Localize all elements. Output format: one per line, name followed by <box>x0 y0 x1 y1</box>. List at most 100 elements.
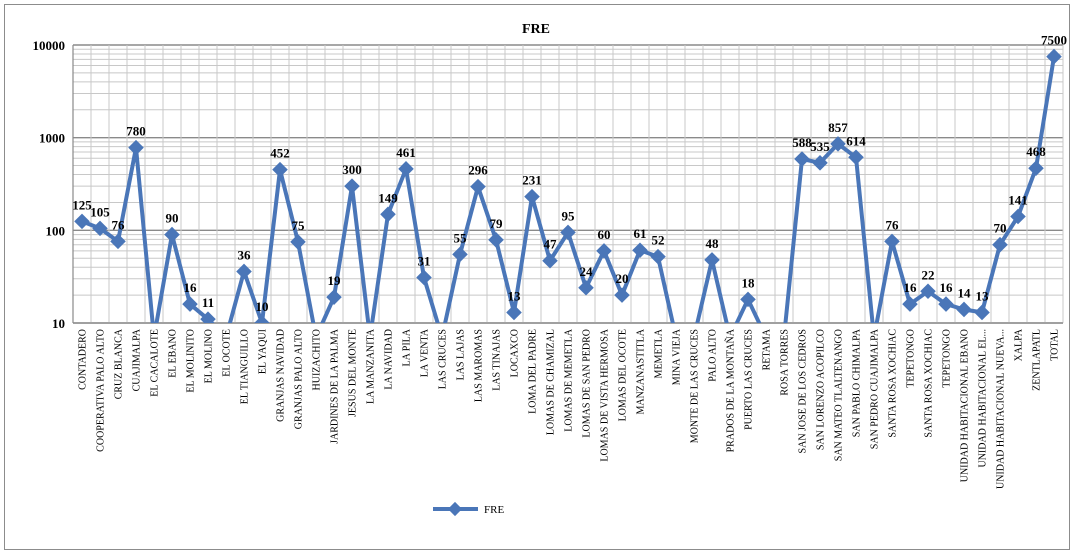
x-tick-label: MANZANASTITLA <box>636 328 647 414</box>
y-tick-label: 1000 <box>39 131 65 146</box>
data-point-marker <box>884 234 900 250</box>
x-tick-label: SAN PEDRO CUAJIMALPA <box>870 328 881 449</box>
legend-diamond-marker <box>448 502 462 516</box>
x-tick-label: LA NAVIDAD <box>384 329 395 390</box>
x-tick-label: EL YAQUI <box>258 329 269 374</box>
x-tick-label: LOMAS DE VISTA HERMOSA <box>600 328 611 461</box>
data-point-marker <box>1028 160 1044 176</box>
x-tick-label: ROSA TORRES <box>780 329 791 396</box>
x-tick-label: GRANJAS NAVIDAD <box>276 329 287 422</box>
data-label: 13 <box>508 288 522 303</box>
data-label: 60 <box>598 227 611 242</box>
data-label: 16 <box>940 280 954 295</box>
data-point-marker <box>380 207 396 223</box>
data-point-marker <box>794 151 810 167</box>
x-tick-label: COOPERATIVA PALO ALTO <box>96 329 107 452</box>
data-point-marker <box>506 305 522 321</box>
data-label: 125 <box>72 197 92 212</box>
data-label: 14 <box>958 285 972 300</box>
line-chart: FRE 10 100 1000 10000 CONTADERO COOPERATIVA … <box>5 5 1071 551</box>
data-point-marker <box>740 292 756 308</box>
data-label: 31 <box>418 253 431 268</box>
x-tick-label: LOCAXCO <box>510 329 521 377</box>
x-tick-label: XALPA <box>1014 328 1025 361</box>
legend-label: FRE <box>484 504 504 516</box>
x-tick-label: LAS LAJAS <box>456 329 467 380</box>
x-tick-label: LAS CRUCES <box>438 329 449 389</box>
data-point-marker <box>470 179 486 195</box>
data-label: 141 <box>1008 193 1028 208</box>
data-point-marker <box>290 234 306 250</box>
x-tick-label: CONTADERO <box>78 329 89 390</box>
chart-frame: FRE 10 100 1000 10000 CONTADERO COOPERATIVA … <box>4 4 1070 550</box>
data-label: 24 <box>580 264 594 279</box>
x-tick-label: EL MOLINO <box>204 329 215 383</box>
data-point-marker <box>254 315 270 331</box>
x-tick-label: LOMAS DEL OCOTE <box>618 329 629 421</box>
data-point-marker <box>596 243 612 259</box>
data-label: 461 <box>396 145 416 160</box>
data-label: 857 <box>828 120 848 135</box>
data-point-marker <box>236 264 252 280</box>
data-label: 614 <box>846 133 866 148</box>
x-tick-label: MEMETLA <box>654 328 665 378</box>
x-tick-label: SAN JOSE DE LOS CEDROS <box>798 329 809 453</box>
x-tick-label: TEPETONGO <box>906 329 917 388</box>
x-tick-label: JESUS DEL MONTE <box>348 329 359 417</box>
data-label: 22 <box>922 267 935 282</box>
x-tick-label: ZENTLAPATL <box>1032 329 1043 391</box>
data-label: 48 <box>706 236 720 251</box>
data-point-marker <box>578 280 594 296</box>
x-tick-label: UNIDAD HABITACIONAL EL... <box>978 329 989 468</box>
data-point-marker <box>1046 49 1062 65</box>
data-point-marker <box>956 302 972 318</box>
data-point-marker <box>452 247 468 263</box>
x-tick-label: LA VENTA <box>420 328 431 377</box>
data-point-marker <box>326 289 342 305</box>
data-label: 36 <box>238 247 252 262</box>
x-tick-label: LAS MAROMAS <box>474 329 485 402</box>
data-point-marker <box>614 287 630 303</box>
x-tick-label: SAN PABLO CHIMALPA <box>852 328 863 437</box>
x-tick-label: RETAMA <box>762 328 773 370</box>
x-tick-label: SAN LORENZO ACOPILCO <box>816 329 827 450</box>
data-label: 18 <box>742 275 756 290</box>
x-tick-label: PUERTO LAS CRUCES <box>744 329 755 430</box>
x-tick-label: LAS TINAJAS <box>492 329 503 391</box>
x-tick-label: LOMA DEL PADRE <box>528 329 539 414</box>
data-point-marker <box>74 214 90 230</box>
data-label: 300 <box>342 162 362 177</box>
y-tick-label: 10000 <box>33 38 66 53</box>
x-tick-label: TOTAL <box>1050 329 1061 361</box>
data-label: 76 <box>112 217 126 232</box>
x-tick-label: LA MANZANITA <box>366 328 377 404</box>
x-tick-label: HUIZACHITO <box>312 329 323 390</box>
legend: FRE <box>433 502 504 516</box>
x-axis-ticks: CONTADERO COOPERATIVA PALO ALTO CRUZ BLANC… <box>78 328 1061 489</box>
x-tick-label: UNIDAD HABITACIONAL EBANO <box>960 329 971 482</box>
x-tick-label: LOMAS DE MEMETLA <box>564 328 575 432</box>
data-label: 20 <box>616 271 629 286</box>
data-label: 90 <box>166 211 179 226</box>
x-tick-label: EL MOLINITO <box>186 329 197 393</box>
data-label: 95 <box>562 208 576 223</box>
x-tick-label: EL TIANGUILLO <box>240 329 251 404</box>
x-tick-label: EL OCOTE <box>222 329 233 377</box>
data-point-marker <box>272 162 288 178</box>
data-label: 16 <box>904 280 918 295</box>
x-tick-label: MINA VIEJA <box>672 328 683 385</box>
x-tick-label: TEPETONGO <box>942 329 953 388</box>
data-point-marker <box>344 178 360 194</box>
data-label: 75 <box>292 218 306 233</box>
x-tick-label: CRUZ BLANCA <box>114 328 125 399</box>
data-label: 588 <box>792 135 812 150</box>
x-tick-label: SANTA ROSA XOCHIAC <box>888 329 899 438</box>
data-label: 535 <box>810 139 830 154</box>
data-point-marker <box>416 270 432 286</box>
x-tick-label: JARDINES DE LA PALMA <box>330 328 341 444</box>
data-label: 61 <box>634 226 647 241</box>
x-tick-label: LOMAS DE SAN PEDRO <box>582 329 593 438</box>
y-tick-label: 10 <box>52 316 65 331</box>
data-label: 149 <box>378 190 398 205</box>
data-label: 452 <box>270 146 290 161</box>
